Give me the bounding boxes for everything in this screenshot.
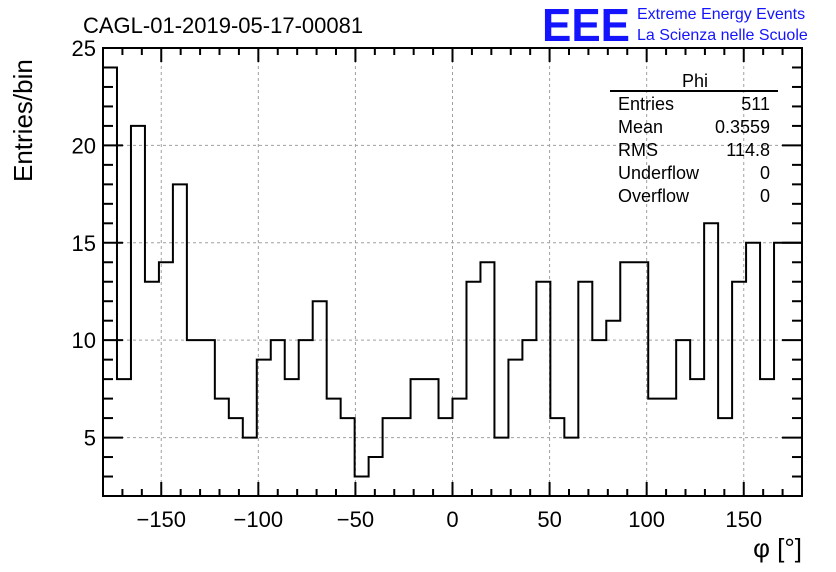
y-tick-labels: 5 10 15 20 25 <box>72 36 96 451</box>
x-tick-label: −150 <box>136 507 186 532</box>
grid-lines <box>103 47 802 496</box>
x-tick-label: −50 <box>337 507 374 532</box>
x-tick-label: 150 <box>725 507 762 532</box>
stats-box: Phi Entries 511 Mean 0.3559 RMS 114.8 Un… <box>610 71 778 206</box>
logo-mark: EEE <box>542 0 630 51</box>
axis-ticks <box>103 47 802 496</box>
y-tick-label: 25 <box>72 36 96 61</box>
y-tick-label: 20 <box>72 133 96 158</box>
x-tick-label: 100 <box>628 507 665 532</box>
y-tick-label: 15 <box>72 231 96 256</box>
y-tick-label: 5 <box>84 426 96 451</box>
y-tick-label: 10 <box>72 328 96 353</box>
stats-mean-label: Mean <box>618 117 663 137</box>
logo-line2: La Scienza nelle Scuole <box>637 27 808 44</box>
stats-rms-value: 114.8 <box>726 140 770 160</box>
chart-title: CAGL-01-2019-05-17-00081 <box>83 13 363 38</box>
y-axis-label: Entries/bin <box>8 59 38 182</box>
stats-mean-value: 0.3559 <box>715 117 770 137</box>
x-tick-label: 0 <box>446 507 458 532</box>
x-tick-label: −100 <box>234 507 284 532</box>
x-axis-label: φ [°] <box>753 533 802 563</box>
stats-entries-label: Entries <box>618 94 674 114</box>
x-tick-labels: −150 −100 −50 0 50 100 150 <box>136 507 762 532</box>
stats-box-title: Phi <box>682 71 708 91</box>
stats-overflow-value: 0 <box>760 186 770 206</box>
stats-entries-value: 511 <box>741 94 770 114</box>
x-tick-label: 50 <box>537 507 561 532</box>
stats-underflow-value: 0 <box>760 163 770 183</box>
stats-underflow-label: Underflow <box>618 163 700 183</box>
logo-line1: Extreme Energy Events <box>637 6 805 23</box>
stats-overflow-label: Overflow <box>618 186 690 206</box>
eee-logo: EEE Extreme Energy Events La Scienza nel… <box>542 0 808 51</box>
histogram-series <box>102 66 803 496</box>
stats-rms-label: RMS <box>618 140 658 160</box>
